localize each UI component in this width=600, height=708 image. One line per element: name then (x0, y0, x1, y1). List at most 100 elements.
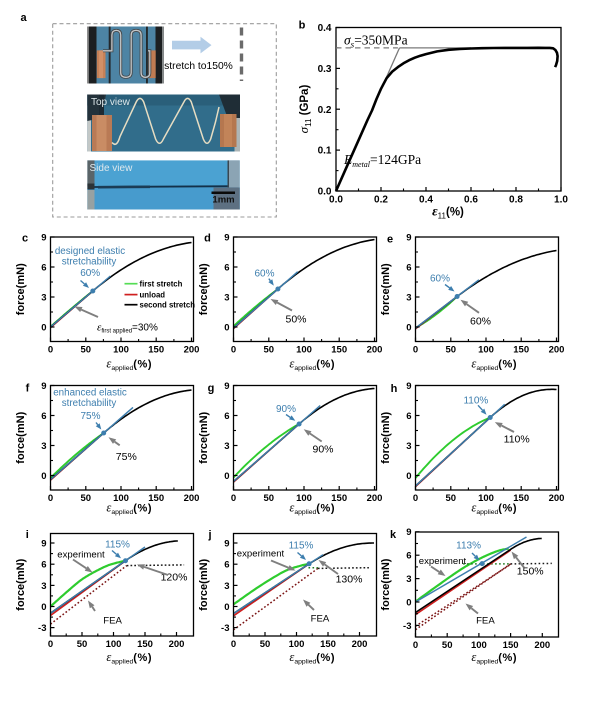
svg-text:9: 9 (224, 538, 229, 549)
svg-text:0: 0 (41, 322, 46, 333)
svg-text:c: c (22, 233, 28, 245)
svg-text:3: 3 (41, 581, 46, 592)
svg-text:0: 0 (231, 493, 236, 504)
svg-text:3: 3 (224, 292, 229, 303)
svg-text:0: 0 (231, 345, 236, 356)
svg-text:FEA: FEA (103, 615, 122, 626)
svg-text:100: 100 (478, 345, 494, 356)
svg-text:0: 0 (224, 322, 229, 333)
svg-text:FEA: FEA (311, 613, 330, 624)
svg-text:Side view: Side view (90, 163, 134, 174)
svg-text:0.4: 0.4 (318, 23, 332, 34)
svg-text:9: 9 (406, 527, 411, 538)
svg-text:9: 9 (41, 381, 46, 392)
svg-text:6: 6 (406, 411, 411, 422)
svg-text:50: 50 (264, 493, 275, 504)
svg-text:0.0: 0.0 (318, 187, 332, 198)
svg-text:0.2: 0.2 (318, 105, 332, 116)
svg-text:50: 50 (260, 639, 271, 650)
svg-text:50: 50 (446, 345, 457, 356)
svg-text:0.8: 0.8 (509, 195, 523, 206)
svg-text:FEA: FEA (476, 616, 495, 627)
svg-text:designed elastic: designed elastic (55, 246, 125, 257)
svg-text:Top view: Top view (91, 97, 131, 108)
svg-text:g: g (208, 383, 215, 395)
svg-text:second stretch: second stretch (140, 301, 196, 310)
svg-text:90%: 90% (312, 443, 333, 455)
svg-text:200: 200 (549, 345, 565, 356)
svg-text:150: 150 (513, 345, 529, 356)
svg-text:9: 9 (406, 232, 411, 243)
svg-text:110%: 110% (504, 434, 530, 446)
svg-text:9: 9 (224, 232, 229, 243)
svg-text:200: 200 (367, 493, 383, 504)
svg-text:100: 100 (289, 639, 305, 650)
svg-text:50: 50 (264, 345, 275, 356)
svg-text:90%: 90% (276, 404, 296, 415)
svg-text:115%: 115% (289, 541, 314, 552)
svg-text:113%: 113% (456, 540, 481, 551)
svg-text:200: 200 (534, 640, 550, 651)
svg-text:a: a (20, 12, 27, 24)
svg-text:3: 3 (224, 581, 229, 592)
svg-text:b: b (299, 20, 306, 32)
svg-text:100: 100 (478, 493, 494, 504)
svg-text:0: 0 (406, 322, 411, 333)
svg-text:0.6: 0.6 (464, 195, 478, 206)
svg-text:9: 9 (41, 232, 46, 243)
svg-text:100: 100 (296, 345, 312, 356)
svg-text:experiment: experiment (57, 550, 105, 561)
svg-text:115%: 115% (105, 540, 130, 551)
svg-text:force(mN): force(mN) (198, 411, 210, 463)
svg-text:σs=350MPa: σs=350MPa (344, 33, 408, 50)
svg-text:200: 200 (367, 345, 383, 356)
svg-text:6: 6 (224, 560, 229, 571)
svg-text:6: 6 (224, 411, 229, 422)
svg-text:force(mN): force(mN) (198, 263, 210, 315)
svg-text:0: 0 (406, 471, 411, 482)
svg-text:60%: 60% (80, 268, 100, 279)
svg-text:stretchability: stretchability (62, 398, 117, 409)
svg-text:6: 6 (224, 262, 229, 273)
svg-text:100: 100 (113, 493, 129, 504)
svg-text:-3: -3 (38, 623, 46, 634)
svg-text:0: 0 (224, 602, 229, 613)
svg-text:60%: 60% (470, 316, 491, 328)
svg-text:0: 0 (41, 471, 46, 482)
svg-text:100: 100 (296, 493, 312, 504)
svg-text:0.3: 0.3 (318, 64, 332, 75)
svg-text:0: 0 (48, 345, 53, 356)
svg-text:0.1: 0.1 (318, 146, 332, 157)
svg-text:0: 0 (48, 493, 53, 504)
svg-text:60%: 60% (254, 269, 274, 280)
svg-text:9: 9 (224, 381, 229, 392)
svg-text:0.2: 0.2 (374, 195, 388, 206)
svg-text:60%: 60% (430, 274, 450, 285)
svg-text:h: h (391, 383, 398, 395)
svg-text:0: 0 (224, 471, 229, 482)
svg-text:150: 150 (137, 639, 153, 650)
svg-text:200: 200 (352, 639, 368, 650)
svg-text:150: 150 (320, 639, 336, 650)
svg-text:0: 0 (41, 602, 46, 613)
svg-text:3: 3 (406, 574, 411, 585)
svg-text:75%: 75% (116, 451, 137, 463)
svg-text:j: j (207, 529, 211, 541)
svg-text:0: 0 (231, 639, 236, 650)
svg-text:d: d (204, 233, 211, 245)
svg-text:force(mN): force(mN) (380, 411, 392, 463)
svg-text:1.0: 1.0 (554, 195, 568, 206)
svg-text:200: 200 (549, 493, 565, 504)
svg-text:50: 50 (442, 640, 453, 651)
svg-text:force(mN): force(mN) (380, 558, 392, 610)
svg-text:6: 6 (41, 560, 46, 571)
svg-text:150: 150 (148, 345, 164, 356)
svg-text:i: i (26, 529, 29, 541)
svg-text:stretchability: stretchability (62, 257, 117, 268)
svg-text:force(mN): force(mN) (380, 263, 392, 315)
svg-text:150: 150 (503, 640, 519, 651)
svg-text:enhanced elastic: enhanced elastic (53, 388, 127, 399)
svg-text:stretch to150%: stretch to150% (164, 61, 233, 72)
svg-text:3: 3 (41, 292, 46, 303)
svg-text:1mm: 1mm (212, 195, 234, 206)
